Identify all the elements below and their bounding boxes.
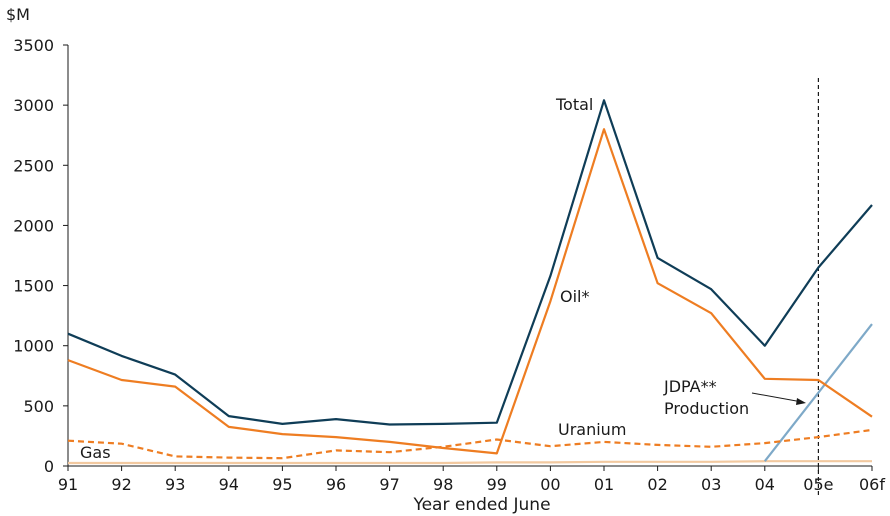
x-tick-label: 04 bbox=[755, 475, 775, 494]
label-total: Total bbox=[555, 95, 593, 114]
x-tick-label: 91 bbox=[58, 475, 78, 494]
x-tick-label: 97 bbox=[379, 475, 399, 494]
x-tick-label: 03 bbox=[701, 475, 721, 494]
y-axis: 0 500 1000 1500 2000 2500 3000 3500 bbox=[13, 36, 69, 476]
x-tick-label: 00 bbox=[540, 475, 560, 494]
label-uranium: Uranium bbox=[558, 420, 626, 439]
y-tick-label: 0 bbox=[44, 457, 54, 476]
x-axis-label: Year ended June bbox=[412, 495, 550, 515]
series-jdpa-production-line bbox=[763, 323, 873, 462]
y-tick-label: 3500 bbox=[13, 36, 54, 55]
y-tick-label: 1000 bbox=[13, 337, 54, 356]
x-tick-label: 93 bbox=[165, 475, 185, 494]
series-uranium-line bbox=[67, 428, 873, 460]
label-jdpa-line2: Production bbox=[664, 399, 749, 418]
x-tick-label: 92 bbox=[111, 475, 131, 494]
x-tick-label: 06f bbox=[859, 475, 885, 494]
y-tick-label: 1500 bbox=[13, 277, 54, 296]
label-jdpa-line1: JDPA** bbox=[663, 377, 717, 396]
y-unit-label: $M bbox=[6, 5, 30, 24]
x-tick-label: 02 bbox=[647, 475, 667, 494]
x-tick-label: 96 bbox=[326, 475, 346, 494]
y-tick-label: 2500 bbox=[13, 156, 54, 175]
jdpa-pointer-arrow bbox=[751, 392, 803, 403]
y-tick-label: 2000 bbox=[13, 216, 54, 235]
x-tick-label: 99 bbox=[487, 475, 507, 494]
x-axis: 91 92 93 94 95 96 97 98 99 00 01 02 03 04 05e 06f bbox=[58, 465, 885, 494]
jdpa-pointer-arrowhead bbox=[796, 398, 806, 405]
series-oil-line bbox=[67, 128, 873, 455]
series-total-line bbox=[67, 99, 873, 426]
x-tick-label: 98 bbox=[433, 475, 453, 494]
series-gas-line bbox=[68, 460, 872, 465]
y-tick-label: 500 bbox=[23, 397, 54, 416]
x-tick-label: 94 bbox=[219, 475, 239, 494]
x-tick-label: 95 bbox=[272, 475, 292, 494]
annotations: Total Oil* Uranium Gas JDPA** Production bbox=[80, 95, 806, 462]
series-layer bbox=[67, 99, 873, 465]
x-tick-label: 01 bbox=[594, 475, 614, 494]
label-oil: Oil* bbox=[560, 287, 589, 306]
y-tick-label: 3000 bbox=[13, 96, 54, 115]
label-gas: Gas bbox=[80, 443, 111, 462]
